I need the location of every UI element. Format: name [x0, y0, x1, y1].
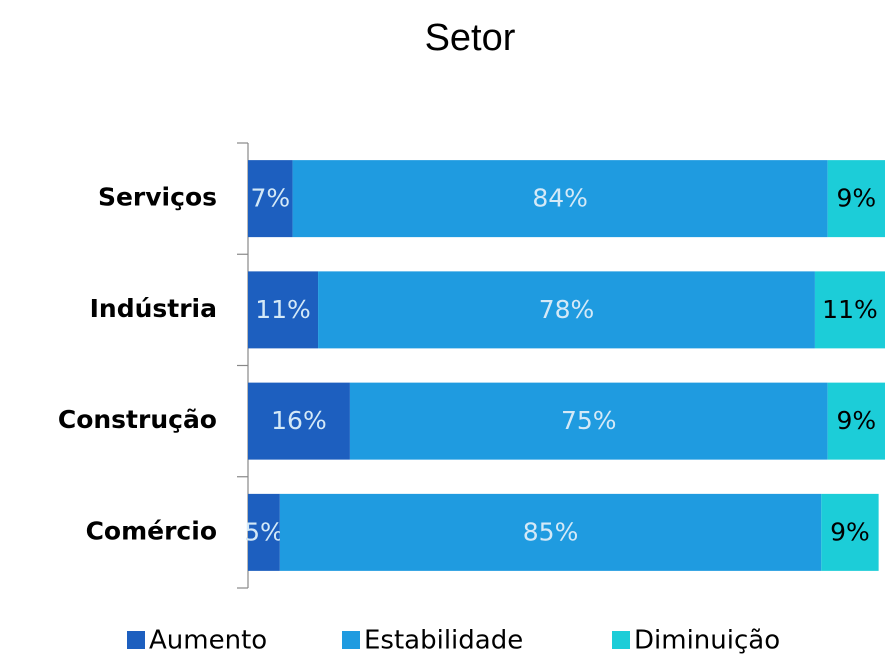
- bar-segment: [349, 382, 828, 460]
- value-label: 7%: [250, 184, 290, 213]
- legend-swatch: [342, 631, 360, 649]
- category-label: Construção: [58, 405, 217, 434]
- bar-segment: [248, 271, 319, 349]
- legend-swatch: [127, 631, 145, 649]
- bar-segment: [318, 271, 815, 349]
- value-label: 5%: [244, 517, 284, 546]
- value-label: 75%: [561, 406, 617, 435]
- legend-label: Aumento: [149, 626, 267, 656]
- value-label: 78%: [539, 295, 595, 324]
- legend-label: Estabilidade: [364, 626, 523, 656]
- value-label: 85%: [523, 517, 579, 546]
- category-label: Indústria: [90, 294, 217, 323]
- bar-segment: [248, 382, 350, 460]
- value-label: 11%: [822, 295, 878, 324]
- bar-segment: [279, 493, 822, 571]
- bar-segment: [292, 160, 828, 238]
- value-label: 16%: [271, 406, 327, 435]
- bar-segment: [248, 160, 293, 238]
- bar-segment: [827, 382, 885, 460]
- category-label: Serviços: [98, 183, 217, 212]
- bar-segment: [814, 271, 885, 349]
- chart-title: Setor: [425, 17, 516, 59]
- value-label: 11%: [255, 295, 311, 324]
- value-label: 9%: [836, 184, 876, 213]
- value-label: 9%: [836, 406, 876, 435]
- value-label: 9%: [830, 517, 870, 546]
- category-label: Comércio: [86, 516, 217, 545]
- bar-segment: [827, 160, 885, 238]
- bar-segment: [248, 493, 280, 571]
- legend-label: Diminuição: [634, 626, 780, 656]
- legend-swatch: [612, 631, 630, 649]
- bar-segment: [821, 493, 879, 571]
- value-label: 84%: [532, 184, 588, 213]
